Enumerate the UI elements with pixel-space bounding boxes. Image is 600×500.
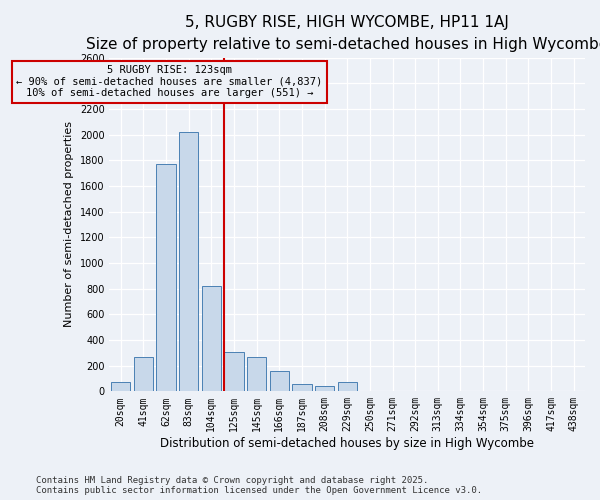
Bar — [202, 286, 221, 392]
Text: Contains HM Land Registry data © Crown copyright and database right 2025.
Contai: Contains HM Land Registry data © Crown c… — [36, 476, 482, 495]
Bar — [134, 356, 153, 392]
Bar — [338, 382, 357, 392]
Text: 5 RUGBY RISE: 123sqm
← 90% of semi-detached houses are smaller (4,837)
10% of se: 5 RUGBY RISE: 123sqm ← 90% of semi-detac… — [16, 65, 323, 98]
Bar — [315, 386, 334, 392]
Bar — [179, 132, 199, 392]
Y-axis label: Number of semi-detached properties: Number of semi-detached properties — [64, 122, 74, 328]
Bar — [157, 164, 176, 392]
Bar — [292, 384, 311, 392]
X-axis label: Distribution of semi-detached houses by size in High Wycombe: Distribution of semi-detached houses by … — [160, 437, 534, 450]
Bar — [269, 372, 289, 392]
Bar — [247, 358, 266, 392]
Bar — [224, 352, 244, 392]
Title: 5, RUGBY RISE, HIGH WYCOMBE, HP11 1AJ
Size of property relative to semi-detached: 5, RUGBY RISE, HIGH WYCOMBE, HP11 1AJ Si… — [86, 15, 600, 52]
Bar — [111, 382, 130, 392]
